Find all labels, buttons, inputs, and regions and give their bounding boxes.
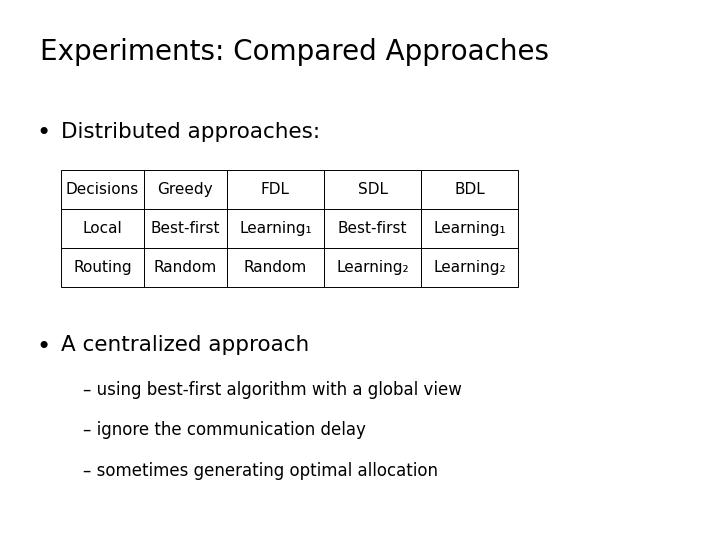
Text: Random: Random [154, 260, 217, 275]
Text: Learning₂: Learning₂ [336, 260, 409, 275]
Text: Learning₂: Learning₂ [433, 260, 506, 275]
Text: – ignore the communication delay: – ignore the communication delay [83, 421, 366, 439]
Text: Best-first: Best-first [150, 221, 220, 236]
Text: Distributed approaches:: Distributed approaches: [61, 122, 320, 141]
Text: FDL: FDL [261, 182, 290, 197]
Bar [227, 209, 324, 248]
Bar [421, 209, 518, 248]
Bar [324, 248, 421, 287]
Text: – sometimes generating optimal allocation: – sometimes generating optimal allocatio… [83, 462, 438, 480]
Bar [324, 209, 421, 248]
Text: •: • [36, 122, 50, 145]
Bar [61, 209, 144, 248]
Text: Learning₁: Learning₁ [433, 221, 506, 236]
Bar [421, 248, 518, 287]
Bar [144, 248, 227, 287]
Bar [144, 170, 227, 209]
Text: Routing: Routing [73, 260, 132, 275]
Text: Best-first: Best-first [338, 221, 408, 236]
Bar [324, 170, 421, 209]
Text: SDL: SDL [358, 182, 387, 197]
Text: Decisions: Decisions [66, 182, 139, 197]
Text: •: • [36, 335, 50, 359]
Text: Learning₁: Learning₁ [239, 221, 312, 236]
Text: Greedy: Greedy [158, 182, 213, 197]
Bar [61, 170, 144, 209]
Text: – using best-first algorithm with a global view: – using best-first algorithm with a glob… [83, 381, 462, 399]
Text: Experiments: Compared Approaches: Experiments: Compared Approaches [40, 38, 549, 66]
Bar [421, 170, 518, 209]
Bar [61, 248, 144, 287]
Text: Random: Random [244, 260, 307, 275]
Text: BDL: BDL [454, 182, 485, 197]
Bar [144, 209, 227, 248]
Text: Local: Local [83, 221, 122, 236]
Text: A centralized approach: A centralized approach [61, 335, 310, 355]
Bar [227, 170, 324, 209]
Bar [227, 248, 324, 287]
